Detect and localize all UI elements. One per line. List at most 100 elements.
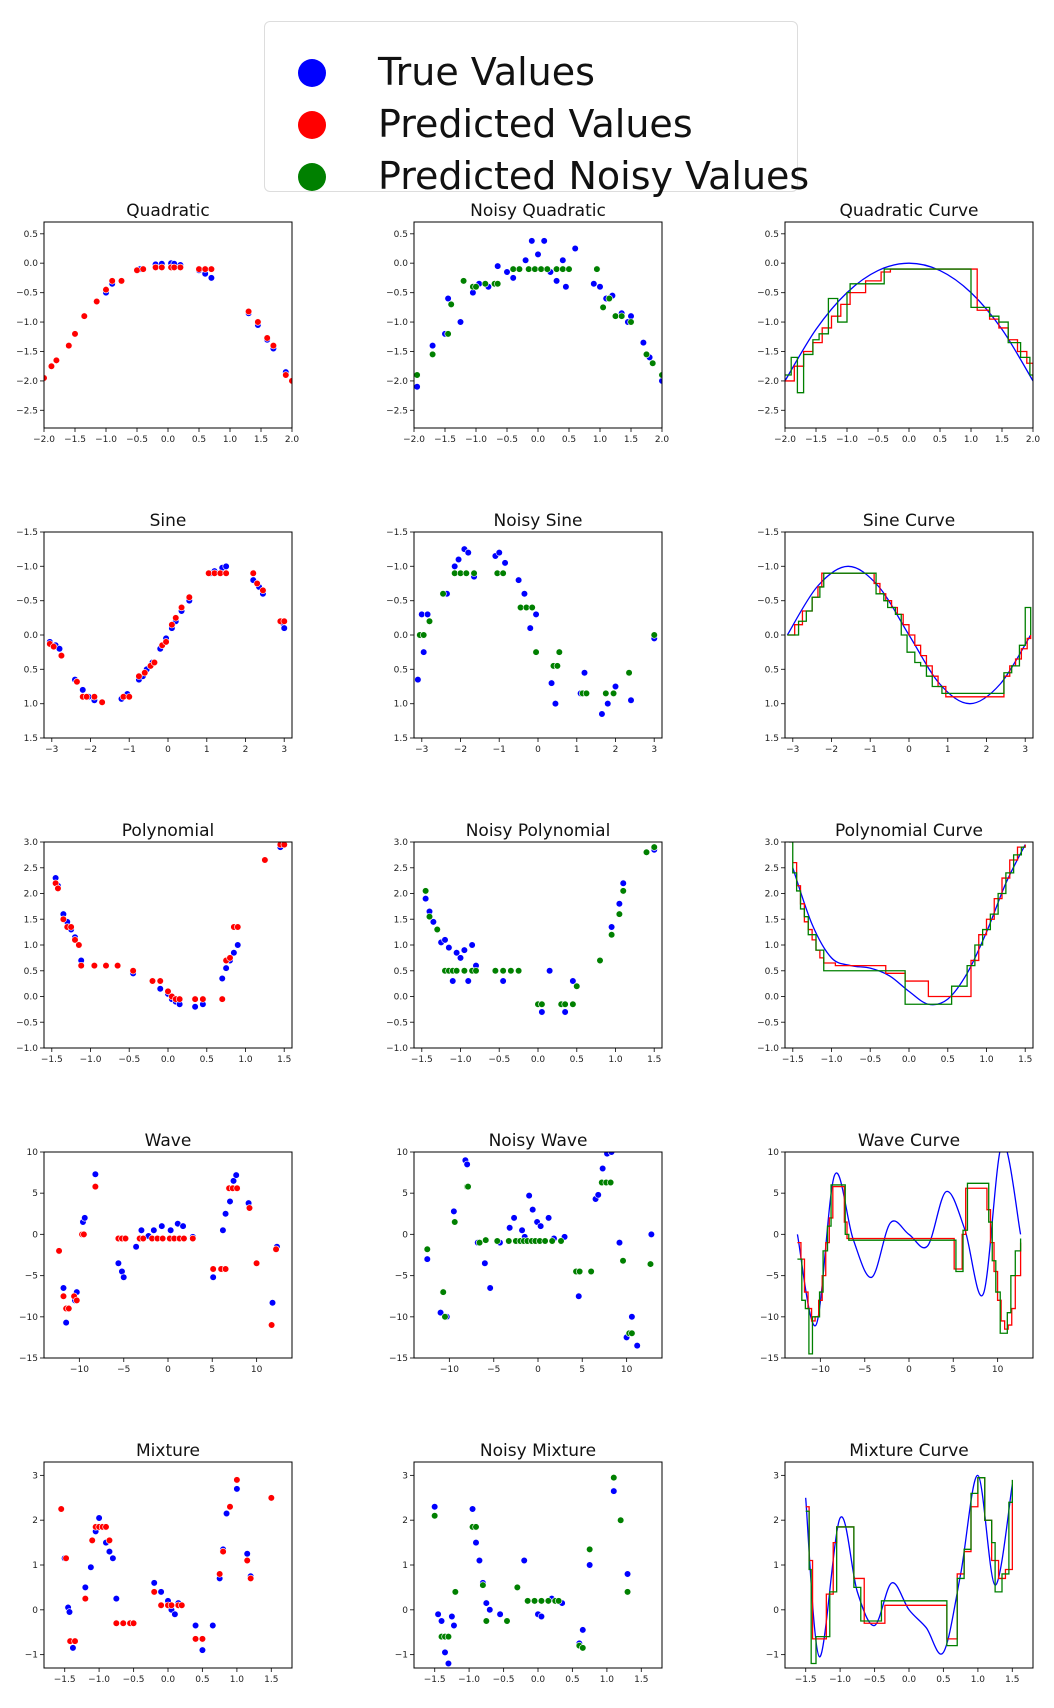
- y-tick-label: −1: [25, 1651, 38, 1661]
- point-pred: [245, 307, 253, 316]
- point-true: [233, 1485, 241, 1493]
- plot-area: [414, 237, 662, 391]
- y-tick-label: −1.0: [16, 318, 38, 328]
- point-true: [280, 624, 288, 632]
- point-true: [486, 1284, 494, 1292]
- y-tick-label: 1.0: [24, 941, 39, 951]
- point-true: [596, 283, 604, 291]
- point-noisy: [573, 982, 581, 990]
- point-pred: [191, 1635, 200, 1643]
- point-pred: [207, 265, 215, 273]
- x-tick-label: −1.0: [88, 1675, 110, 1685]
- y-tick-label: 3.0: [24, 838, 39, 848]
- x-tick-label: 1.5: [1018, 1055, 1032, 1065]
- point-true: [114, 1259, 122, 1267]
- point-noisy: [499, 569, 507, 577]
- point-pred: [189, 1234, 197, 1243]
- point-noisy: [420, 631, 428, 639]
- x-tick-label: −10: [440, 1365, 459, 1375]
- point-pred: [226, 1503, 234, 1511]
- x-tick-label: 0: [535, 745, 541, 755]
- y-tick-label: 10: [768, 1148, 780, 1158]
- step-line-noisy: [805, 1477, 1013, 1665]
- point-noisy: [481, 280, 489, 288]
- point-true: [503, 268, 511, 276]
- point-true: [494, 262, 502, 270]
- y-tick-label: 2.5: [765, 864, 779, 874]
- point-true: [441, 1648, 449, 1656]
- point-noisy: [524, 1597, 532, 1605]
- point-pred: [219, 1547, 227, 1556]
- legend-label-predicted: Predicted Values: [378, 102, 693, 146]
- legend-entry-predicted: Predicted Values: [265, 100, 797, 152]
- y-tick-label: −15: [760, 1354, 779, 1364]
- point-true: [472, 1539, 480, 1547]
- y-tick-label: −1.5: [16, 528, 38, 538]
- x-tick-label: −1.5: [54, 1675, 76, 1685]
- point-pred: [254, 318, 262, 326]
- point-true: [506, 1224, 514, 1232]
- point-noisy: [544, 1597, 552, 1605]
- point-true: [619, 879, 627, 887]
- x-tick-label: −3: [45, 745, 58, 755]
- x-tick-label: 0.5: [941, 1055, 955, 1065]
- x-tick-label: −0.5: [118, 1055, 140, 1065]
- point-pred: [288, 377, 292, 385]
- y-tick-label: 0.5: [765, 967, 779, 977]
- y-tick-label: −0.5: [16, 597, 38, 607]
- subplot-title: Sine Curve: [863, 511, 955, 531]
- point-pred: [83, 693, 91, 701]
- y-tick-label: −0.5: [16, 1018, 38, 1028]
- subplot-polynomial: Polynomial−1.5 −1.0 −0.5 0.0 0.5 1.0 1.5−1.0−0…: [16, 821, 293, 1065]
- point-true: [420, 648, 428, 656]
- point-pred: [263, 334, 271, 342]
- legend-entry-true: True Values: [265, 48, 797, 100]
- point-true: [464, 977, 472, 985]
- axes-frame: [413, 1151, 663, 1359]
- point-pred: [282, 371, 290, 379]
- y-tick-label: −1.5: [757, 347, 779, 357]
- subplot-title: Wave: [145, 1131, 192, 1151]
- point-noisy: [425, 617, 434, 625]
- point-noisy: [582, 689, 591, 697]
- point-true: [639, 339, 648, 347]
- point-pred: [139, 1234, 147, 1243]
- x-tick-label: −2: [825, 745, 838, 755]
- y-tick-label: −2.0: [757, 377, 779, 387]
- point-noisy: [451, 1218, 459, 1226]
- y-tick-label: −1.0: [757, 318, 779, 328]
- x-tick-label: 0.0: [531, 1675, 546, 1685]
- x-tick-label: −2.0: [774, 435, 796, 445]
- point-true: [501, 559, 509, 567]
- point-true: [590, 280, 598, 288]
- point-true: [137, 1226, 146, 1234]
- y-tick-label: −2.5: [16, 406, 38, 416]
- point-noisy: [439, 590, 447, 598]
- point-true: [627, 696, 635, 704]
- point-pred: [80, 1230, 88, 1238]
- point-pred: [280, 617, 288, 625]
- x-tick-label: 1.5: [634, 1675, 648, 1685]
- point-noisy: [617, 1516, 625, 1524]
- point-pred: [233, 1476, 241, 1484]
- axes-frame: [784, 1151, 1034, 1359]
- y-tick-label: −5: [25, 1272, 38, 1282]
- subplot-title: Noisy Polynomial: [466, 821, 611, 841]
- x-tick-label: 1.0: [971, 1675, 986, 1685]
- y-tick-label: 1.5: [765, 734, 779, 744]
- point-true: [510, 1214, 518, 1222]
- y-tick-label: −1: [766, 1651, 779, 1661]
- x-tick-label: 1.0: [593, 435, 608, 445]
- point-true: [79, 686, 87, 694]
- point-pred: [129, 1619, 138, 1627]
- point-true: [454, 555, 463, 564]
- point-noisy: [460, 967, 468, 975]
- y-tick-label: 2.0: [24, 890, 39, 900]
- point-noisy: [431, 1512, 439, 1520]
- x-tick-label: 1.0: [979, 1055, 994, 1065]
- point-pred: [267, 1494, 275, 1502]
- x-tick-label: 0.0: [531, 435, 546, 445]
- point-pred: [91, 1183, 99, 1191]
- point-noisy: [649, 359, 657, 367]
- point-noisy: [491, 967, 499, 975]
